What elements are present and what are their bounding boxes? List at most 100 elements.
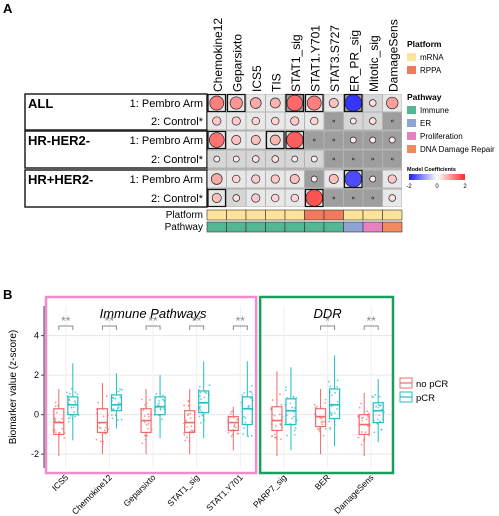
legend-title: Pathway [407,92,442,102]
jitter-point [189,417,192,420]
jitter-point [378,395,381,398]
platform-cell [226,209,247,221]
box [328,388,341,420]
jitter-point [318,427,321,430]
jitter-point [334,391,336,394]
coef-dot [386,96,399,110]
jitter-point [112,408,115,411]
coef-dot [231,135,242,145]
colorbar-tick: 2 [463,184,467,190]
x-tick-label: Geparsixto [121,472,157,508]
legend-swatch [407,106,416,114]
coef-dot [391,119,394,123]
jitter-point [54,405,57,408]
box [67,396,79,416]
jitter-point [316,405,318,408]
coef-dot [232,194,241,202]
platform-cell [382,209,403,221]
jitter-point [329,385,332,388]
jitter-point [236,418,238,421]
legend-label: Proliferation [420,132,463,141]
jitter-point [243,392,245,394]
jitter-point [161,398,164,401]
jitter-point [360,402,362,405]
jitter-point [114,397,117,400]
coef-dot [271,193,280,203]
jitter-point [293,429,296,432]
platform-cell [284,209,305,221]
row-label: 1: Pembro Arm [130,98,203,110]
coef-dot [251,174,261,184]
panel-a-label: A [3,1,13,16]
jitter-point [58,432,61,434]
legend-label: pCR [416,393,435,404]
box [314,408,327,428]
jitter-point [158,400,160,402]
x-tick-label: DamageSens [332,472,375,515]
legend-title: Platform [407,39,442,49]
jitter-point [280,438,282,440]
jitter-point [54,418,56,421]
jitter-point [102,440,105,443]
coef-colorbar [409,174,465,180]
x-tick-label: Chemokine12 [70,472,114,516]
jitter-point [141,398,143,401]
y-tick-label: 0 [34,410,39,420]
jitter-point [229,412,232,415]
coef-dot [211,193,222,203]
legend-swatch [407,145,416,153]
column-header: ICS5 [250,65,264,92]
jitter-point [183,404,186,407]
jitter-point [318,429,321,431]
coef-dot [290,193,299,203]
jitter-point [280,403,283,406]
platform-cell [245,209,266,221]
jitter-point [147,415,150,418]
y-tick-label: -2 [31,449,39,459]
coef-dot [344,94,362,112]
jitter-point [242,427,245,429]
box [271,406,283,432]
jitter-point [291,406,293,409]
jitter-point [227,431,230,434]
jitter-point [121,388,123,391]
jitter-point [378,414,381,417]
coef-dot [352,157,355,161]
jitter-point [273,436,276,439]
row-label: 2: Control* [151,193,204,205]
pathway-cell [284,221,305,233]
annotation-label: Pathway [165,222,203,233]
jitter-point [149,398,151,401]
y-tick-label: 4 [34,331,39,341]
jitter-point [187,413,190,415]
group-box [24,130,208,169]
coef-dot [391,157,394,161]
jitter-point [119,396,122,399]
coef-dot [286,94,303,112]
jitter-point [243,415,245,418]
jitter-point [54,420,57,422]
jitter-point [185,419,187,422]
jitter-point [360,431,363,433]
jitter-point [357,436,360,439]
jitter-point [375,405,378,408]
coef-dot [213,155,221,163]
jitter-point [142,409,145,412]
boxplot-chart: Immune Pathways DDR** ** ** ** ** * **-2024Biom… [8,295,395,516]
ddr-section-frame [258,295,395,475]
jitter-point [199,391,202,394]
jitter-point [284,389,287,392]
jitter-point [336,408,339,410]
significance-box [265,130,285,150]
jitter-point [67,417,70,420]
jitter-point [141,442,144,445]
jitter-point [333,412,336,414]
coef-dot [349,117,357,125]
coef-dot [229,96,243,110]
y-axis-label: Biomarker value (z-score) [8,330,19,444]
column-header: ER_PR_sig [347,30,361,92]
column-header: DamageSens [386,19,400,92]
jitter-point [321,420,324,423]
coef-dot [371,157,375,161]
